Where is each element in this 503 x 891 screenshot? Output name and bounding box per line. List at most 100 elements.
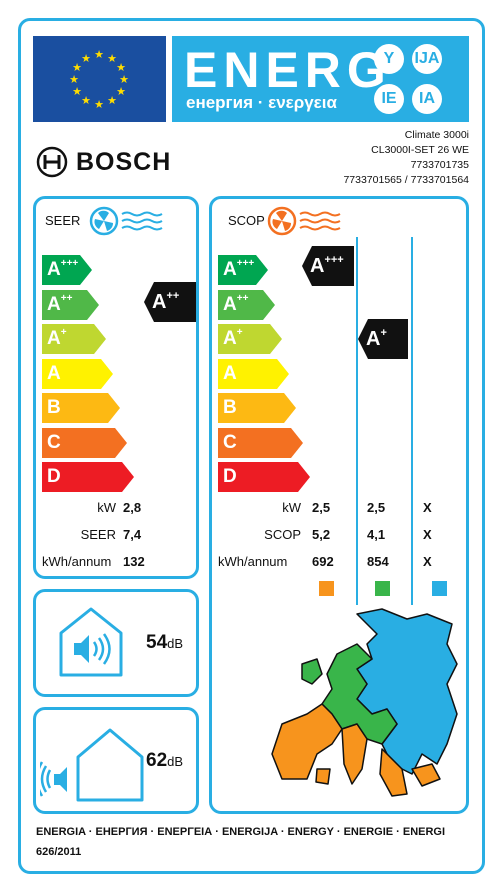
suffix-y: Y (374, 44, 404, 74)
brand: BOSCH (36, 146, 171, 178)
svg-text:★: ★ (69, 73, 79, 86)
heating-fan-icon (267, 206, 341, 236)
svg-text:★: ★ (81, 52, 91, 65)
seer-class-label: A (47, 362, 61, 384)
average-zone-key (375, 581, 390, 596)
scop-class-label: D (223, 466, 237, 487)
suffix-ie: IE (374, 84, 404, 114)
svg-text:★: ★ (72, 85, 82, 98)
seer-class-7: D (42, 462, 134, 492)
indoor-noise-level: 54dB (146, 632, 184, 653)
energy-subtitle: енергия · ενεργεια (186, 93, 337, 112)
svg-text:★: ★ (107, 52, 117, 65)
scop-class-3: A+ (218, 324, 282, 354)
seer-annual-value: 132 (123, 554, 145, 569)
colder-zone-key (319, 581, 334, 596)
outdoor-noise-level: 62dB (146, 750, 184, 771)
brand-name: BOSCH (76, 147, 172, 176)
seer-class-6: C (42, 427, 127, 458)
cooling-fan-icon (89, 206, 163, 236)
svg-text:★: ★ (72, 61, 82, 74)
seer-class-label: A+++ (47, 258, 79, 280)
seer-panel: SEER A+++ A++ A+ A B C D A++ kW 2,8 SEER 7,4 k… (33, 196, 199, 579)
seer-kw-label: kW (97, 500, 116, 515)
suffix-ija: IJA (412, 44, 442, 74)
scop-kw-label: kW (282, 500, 301, 515)
scop-class-5: B (218, 393, 296, 423)
scop-col1-kw: 2,5 (312, 500, 331, 515)
seer-class-label: B (47, 397, 61, 418)
seer-class-label: D (47, 466, 61, 487)
seer-class-3: A+ (42, 324, 106, 354)
energy-title: ENERG (184, 42, 392, 98)
scop-col2-annual: 854 (367, 554, 389, 569)
scop-class-7: D (218, 462, 310, 492)
model-line-2: CL3000I-SET 26 WE (371, 144, 469, 156)
model-line-1: Climate 3000i (404, 129, 469, 141)
scop-warmer-indicator: A+++ (302, 246, 354, 286)
scop-class-2: A++ (218, 289, 275, 320)
seer-class-4: A (42, 358, 113, 389)
model-line-4: 7733701565 / 7733701564 (343, 174, 469, 186)
indoor-noise-icon (59, 607, 123, 677)
bosch-armature-icon (36, 146, 68, 178)
scop-annual-label: kWh/annum (218, 554, 288, 569)
seer-rating-indicator: A++ (144, 282, 196, 322)
scop-col1-scop: 5,2 (312, 527, 331, 542)
scop-class-label: B (223, 397, 237, 418)
seer-class-2: A++ (42, 289, 99, 320)
model-info: Climate 3000i CL3000I-SET 26 WE 77337017… (343, 128, 469, 188)
seer-class-label: C (47, 431, 61, 453)
scop-class-6: C (218, 427, 303, 458)
seer-title: SEER (45, 213, 81, 228)
svg-text:★: ★ (116, 85, 126, 98)
svg-text:★: ★ (94, 48, 104, 61)
scop-class-label: A (223, 362, 237, 384)
eu-flag: ★ ★ ★ ★ ★ ★ ★ ★ ★ ★ ★ ★ (33, 36, 166, 122)
eu-stars-icon: ★ ★★ ★★★ ★★★ ★★★ (69, 48, 129, 111)
scop-class-1: A+++ (218, 255, 268, 285)
seer-annual-label: kWh/annum (42, 554, 112, 569)
seer-kw-value: 2,8 (123, 500, 142, 515)
seer-class-1: A+++ (42, 255, 92, 285)
scop-col2-scop: 4,1 (367, 527, 386, 542)
europe-climate-map-icon (271, 608, 458, 797)
model-line-3: 7733701735 (410, 159, 469, 171)
scop-class-4: A (218, 358, 289, 389)
scop-class-label: A+ (223, 327, 243, 349)
svg-text:★: ★ (119, 73, 129, 86)
regulation-number: 626/2011 (36, 846, 82, 858)
svg-text:★: ★ (94, 98, 104, 111)
column-divider-2 (411, 237, 413, 605)
scop-col2-kw: 2,5 (367, 500, 386, 515)
scop-col3-kw: X (423, 500, 432, 515)
seer-seer-label: SEER (80, 527, 116, 542)
outdoor-noise-icon (40, 728, 144, 802)
svg-text:★: ★ (81, 94, 91, 107)
scop-title: SCOP (228, 213, 265, 228)
column-divider-1 (356, 237, 358, 605)
footer-languages: ENERGIA · ЕНЕРГИЯ · ΕΝΕΡΓΕΙΑ · ENERGIJA … (36, 826, 446, 838)
energy-banner: ENERG енергия · ενεργεια Y IJA IE IA (172, 36, 469, 122)
scop-class-label: A+++ (223, 258, 255, 280)
outdoor-noise-panel: 62dB (33, 707, 199, 814)
seer-rating-label: A++ (152, 290, 180, 313)
suffix-ia: IA (412, 84, 442, 114)
scop-col3-scop: X (423, 527, 432, 542)
svg-text:★: ★ (107, 94, 117, 107)
scop-class-label: A++ (223, 292, 249, 315)
scop-class-label: C (223, 431, 237, 453)
scop-col1-annual: 692 (312, 554, 334, 569)
svg-text:★: ★ (116, 61, 126, 74)
seer-class-label: A+ (47, 327, 67, 349)
indoor-noise-panel: 54dB (33, 589, 199, 697)
scop-average-label: A+ (366, 327, 387, 350)
label-frame (18, 18, 485, 874)
scop-average-indicator: A+ (358, 319, 408, 359)
seer-class-5: B (42, 393, 120, 423)
seer-seer-value: 7,4 (123, 527, 142, 542)
scop-col3-annual: X (423, 554, 432, 569)
scop-panel: SCOP A+++ A++ A+ A B C D A+++ A+ kW SCOP kWh/a… (209, 196, 469, 814)
scop-warmer-label: A+++ (310, 254, 344, 277)
warmer-zone-key (432, 581, 447, 596)
